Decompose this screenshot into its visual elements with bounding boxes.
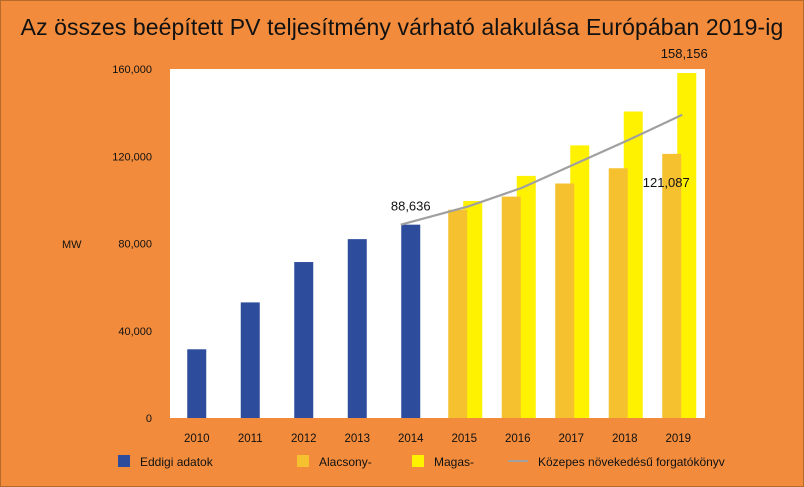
bar-low [608, 168, 628, 418]
y-axis-label: MW [62, 239, 82, 251]
bar-historical [347, 239, 367, 418]
y-tick-label: 0 [146, 413, 152, 425]
x-tick-label: 2018 [612, 433, 638, 445]
bar-low [555, 183, 575, 418]
x-tick-label: 2012 [291, 433, 317, 445]
x-tick-label: 2017 [558, 433, 584, 445]
bar-low [448, 209, 468, 418]
bar-high [570, 145, 590, 418]
bar-historical [187, 349, 207, 418]
legend-label: Magas- [434, 455, 474, 469]
bar-low [501, 196, 521, 418]
x-tick-label: 2019 [665, 433, 691, 445]
legend-label: Közepes növekedésű forgatókönyv [538, 455, 725, 469]
y-tick-label: 160,000 [112, 64, 152, 76]
x-tick-label: 2014 [398, 433, 424, 445]
y-tick-label: 120,000 [112, 151, 152, 163]
data-label: 158,156 [661, 46, 708, 61]
bar-historical [294, 262, 314, 418]
legend-swatch [297, 455, 309, 467]
legend-swatch [118, 455, 130, 467]
bar-high [677, 73, 697, 419]
bar-high [623, 111, 643, 419]
x-tick-label: 2011 [238, 433, 263, 445]
x-tick-label: 2010 [184, 433, 210, 445]
data-label: 121,087 [643, 175, 690, 190]
bar-high [463, 200, 483, 418]
legend-label: Alacsony- [319, 455, 372, 469]
x-tick-label: 2016 [505, 433, 531, 445]
legend-swatch [412, 455, 424, 467]
legend-label: Eddigi adatok [140, 455, 214, 469]
chart-title: Az összes beépített PV teljesítmény várh… [20, 14, 784, 40]
bar-historical [240, 302, 260, 418]
x-tick-label: 2013 [344, 433, 370, 445]
bar-high [516, 175, 536, 418]
y-tick-label: 40,000 [118, 326, 152, 338]
bar-historical [401, 224, 421, 418]
y-tick-label: 80,000 [118, 239, 152, 251]
bar-low [662, 153, 682, 419]
x-tick-label: 2015 [451, 433, 477, 445]
line-medium-scenario [400, 113, 683, 226]
data-label: 88,636 [391, 199, 431, 214]
